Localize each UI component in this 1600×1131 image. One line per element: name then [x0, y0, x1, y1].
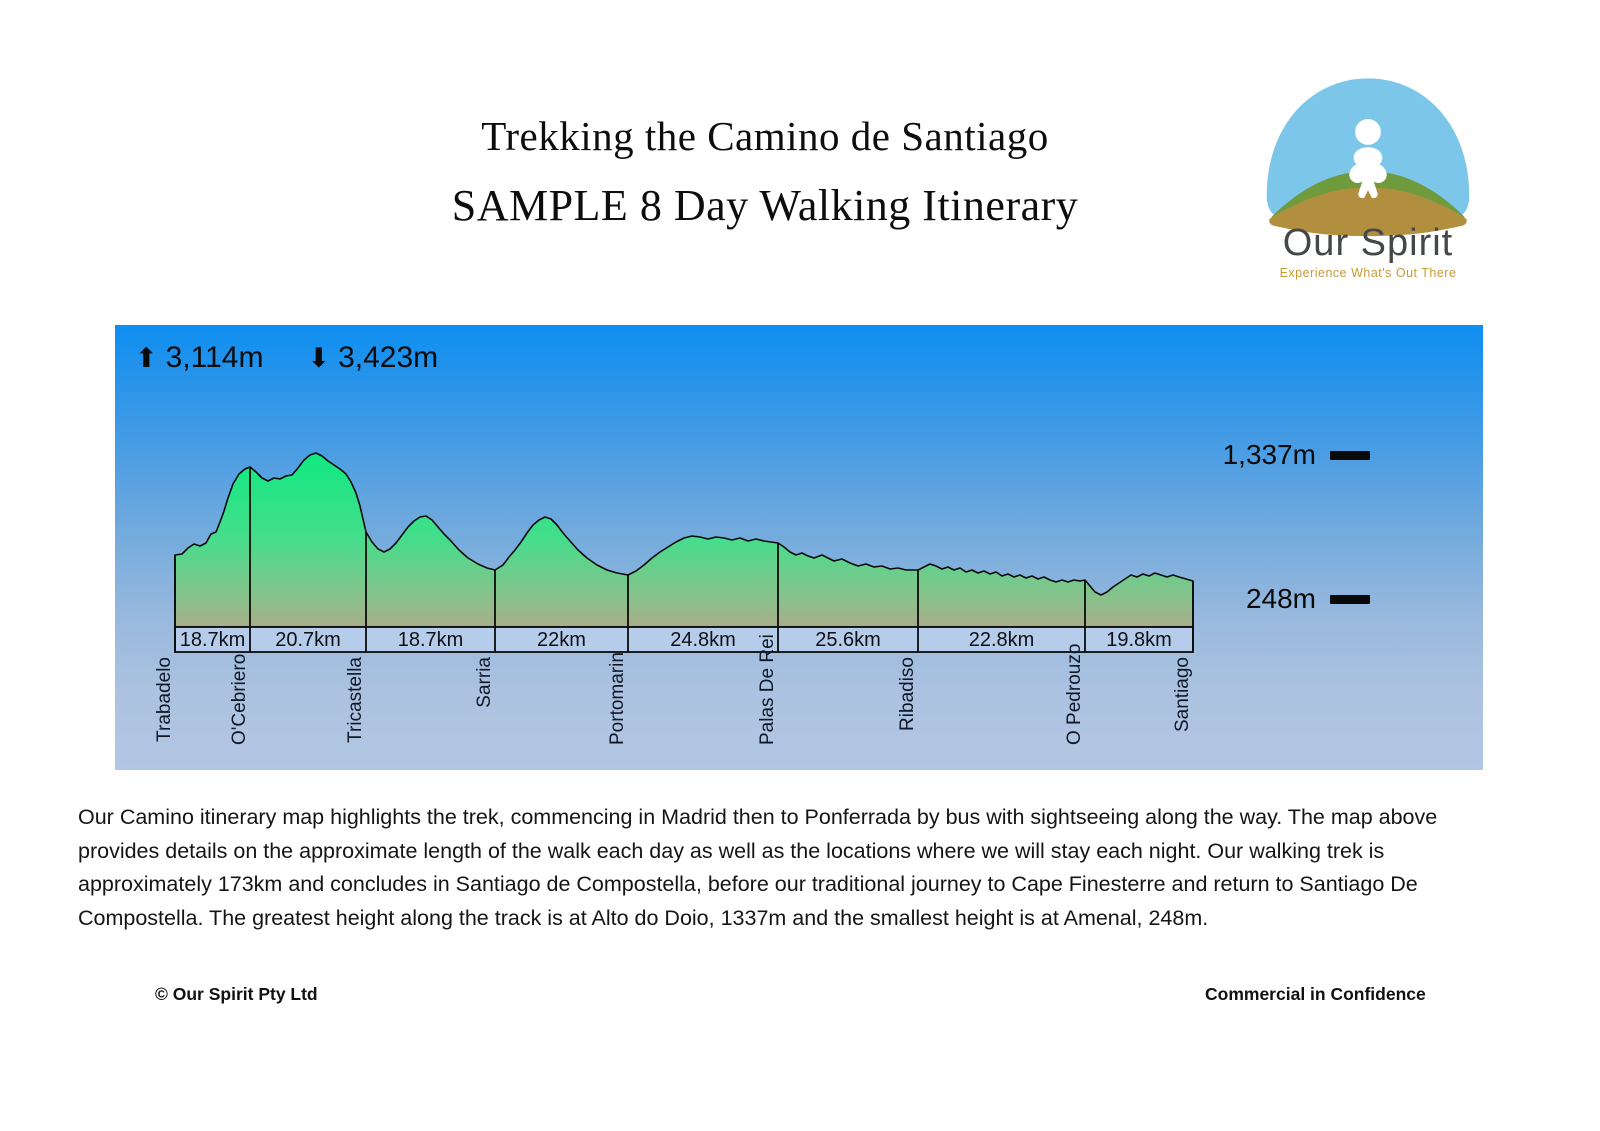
distance-label: 22.8km	[968, 629, 1035, 651]
logo-hill-tan-shape	[1269, 187, 1467, 237]
location-label: Trabadelo	[154, 657, 175, 742]
total-ascent-value: 3,114m	[165, 341, 264, 374]
logo-figure-body	[1349, 147, 1387, 199]
page-title: Trekking the Camino de Santiago SAMPLE 8…	[0, 112, 1530, 231]
location-label: Palas De Rei	[757, 634, 778, 745]
elevation-profile-svg	[174, 452, 1194, 653]
descent-arrow-icon: ⬇	[307, 342, 331, 373]
total-ascent: ⬆ 3,114m	[135, 341, 263, 375]
logo-figure-head	[1355, 119, 1381, 145]
location-label: O'Cebriero	[229, 653, 250, 745]
min-elevation-dash-icon	[1330, 594, 1370, 604]
our-spirit-logo: Our Spirit Experience What's Out There	[1243, 66, 1493, 280]
max-elevation-value: 1,337m	[1222, 439, 1316, 470]
footer-confidence: Commercial in Confidence	[1205, 984, 1426, 1004]
page-title-line1: Trekking the Camino de Santiago	[481, 113, 1049, 159]
elevation-profile-area	[174, 452, 1194, 628]
elevation-profile-chart: ⬆ 3,114m ⬇ 3,423m 1,337m 248m 18.7km 20.7…	[115, 325, 1483, 770]
total-descent-value: 3,423m	[338, 341, 439, 374]
location-label: Santiago	[1172, 657, 1193, 733]
max-elevation-marker: 1,337m	[1130, 439, 1370, 471]
total-descent: ⬇ 3,423m	[307, 341, 438, 375]
max-elevation-dash-icon	[1330, 450, 1370, 460]
distance-label: 18.7km	[397, 629, 464, 651]
footer-copyright: © Our Spirit Pty Ltd	[155, 984, 318, 1004]
location-label: Sarria	[474, 657, 495, 708]
distance-label: 20.7km	[275, 629, 341, 651]
distance-label: 19.8km	[1106, 629, 1172, 651]
distance-label: 25.6km	[815, 629, 881, 651]
location-label: Portomarin	[607, 652, 628, 745]
ascent-arrow-icon: ⬆	[135, 342, 158, 373]
distance-label: 22km	[537, 629, 586, 651]
distance-label: 18.7km	[179, 629, 246, 651]
logo-tagline: Experience What's Out There	[1279, 266, 1457, 280]
logo-name: Our Spirit	[1282, 222, 1454, 264]
location-label: Tricastella	[345, 657, 366, 743]
distance-label: 24.8km	[670, 629, 736, 651]
our-spirit-logo-icon	[1266, 78, 1470, 237]
body-paragraph: Our Camino itinerary map highlights the …	[78, 805, 1438, 930]
location-label: O Pedrouzo	[1064, 643, 1085, 745]
ascent-descent-summary: ⬆ 3,114m ⬇ 3,423m	[135, 341, 438, 375]
min-elevation-marker: 248m	[1130, 583, 1370, 615]
distance-band	[174, 626, 1194, 653]
page-title-line2: SAMPLE 8 Day Walking Itinerary	[451, 181, 1079, 230]
min-elevation-value: 248m	[1245, 583, 1316, 614]
location-label: Ribadiso	[897, 657, 918, 731]
